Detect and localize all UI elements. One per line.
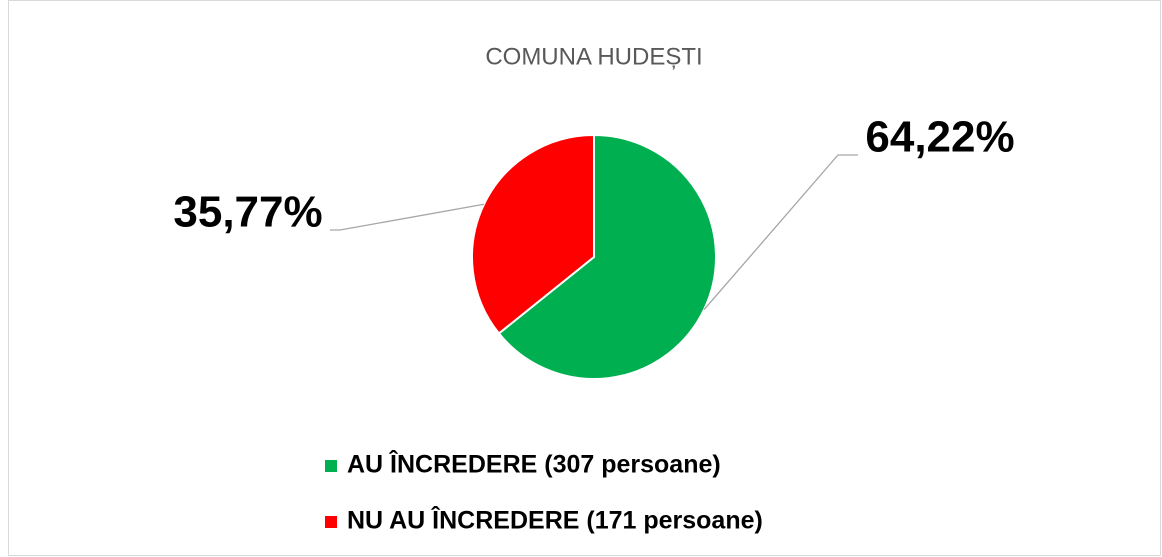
legend-label: AU ÎNCREDERE (307 persoane) [347,449,721,479]
data-label: 64,22% [865,113,1014,162]
leader-line [330,203,485,231]
legend-label: NU AU ÎNCREDERE (171 persoane) [347,505,763,535]
data-label: 35,77% [173,188,322,237]
leader-line [703,154,858,311]
chart-title: COMUNA HUDEȘTI [485,43,702,70]
legend-swatch [325,516,337,528]
legend-swatch [325,460,337,472]
